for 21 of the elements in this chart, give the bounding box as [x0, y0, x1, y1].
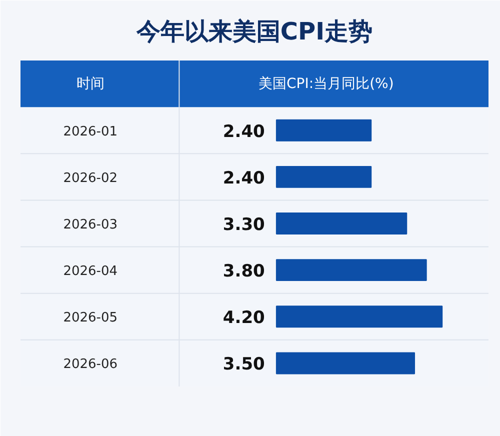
- y-tick-label: 2026-06: [63, 357, 118, 372]
- chart-title: 今年以来美国CPI走势: [135, 18, 373, 46]
- y-tick-label: 2026-03: [63, 218, 118, 232]
- y-tick-label: 2026-02: [63, 170, 118, 186]
- bar: [276, 166, 372, 188]
- data-label: 4.20: [222, 308, 266, 328]
- data-label: 3.30: [222, 215, 266, 235]
- data-label: 3.50: [222, 354, 266, 375]
- y-tick-label: 2026-01: [63, 124, 118, 140]
- x-axis-title: 美国CPI:当月同比(%): [258, 76, 394, 92]
- data-label: 2.40: [222, 122, 266, 142]
- bar: [276, 259, 427, 282]
- bar: [276, 306, 443, 328]
- bar: [276, 212, 408, 234]
- y-tick-label: 2026-04: [63, 264, 118, 280]
- data-label: 3.80: [222, 262, 266, 282]
- data-label: 2.40: [222, 168, 266, 188]
- bar: [276, 119, 372, 142]
- y-tick-label: 2026-05: [63, 310, 118, 326]
- bar: [276, 352, 416, 374]
- y-axis-title: 时间: [76, 76, 104, 92]
